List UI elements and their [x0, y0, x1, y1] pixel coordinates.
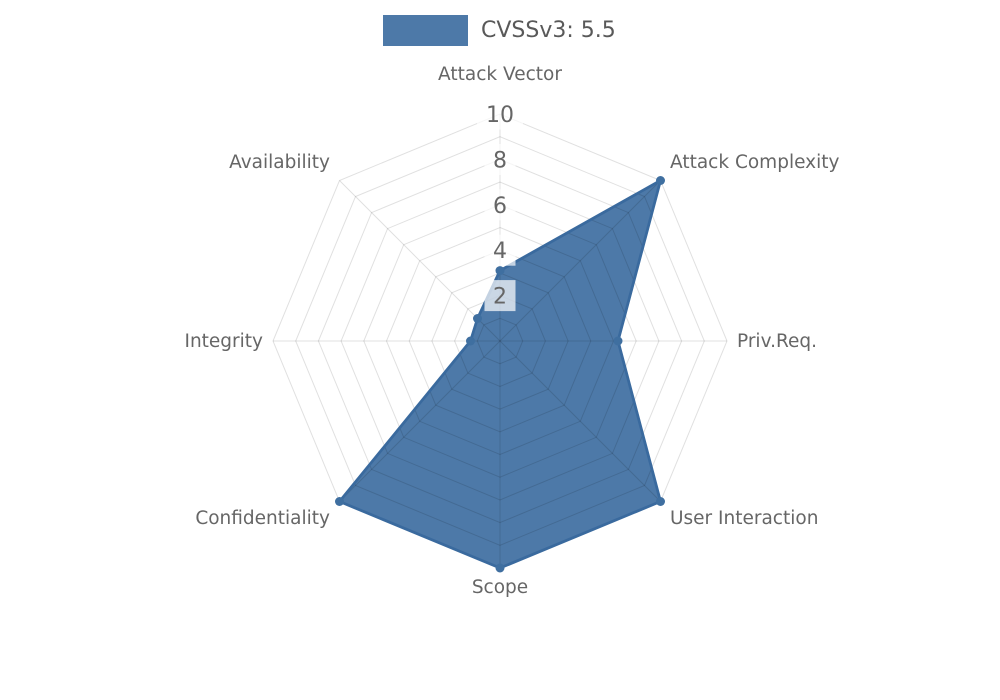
- grid-ring: [476, 317, 524, 365]
- vertex-marker-scope: [495, 563, 505, 573]
- grid-ring: [431, 272, 569, 410]
- radial-tick-box: [484, 234, 516, 266]
- radial-tick-label: 6: [493, 194, 507, 219]
- vertex-marker-integrity: [466, 336, 475, 346]
- radial-tick-label: 10: [486, 103, 514, 128]
- axis-label-attack-complexity: Attack Complexity: [670, 152, 839, 173]
- radial-tick-label: 2: [493, 285, 507, 310]
- grid-ring: [454, 295, 546, 387]
- legend-swatch: [383, 15, 468, 46]
- grid-ring: [408, 249, 592, 433]
- axis-label-attack-vector: Attack Vector: [438, 64, 562, 85]
- grid-ring: [295, 136, 705, 546]
- vertex-marker-confidentiality: [335, 497, 344, 506]
- vertex-marker-attack-complexity: [656, 176, 665, 185]
- radial-tick-box: [484, 189, 516, 221]
- radial-tick-label: 4: [493, 239, 507, 264]
- axis-label-confidentiality: Confidentiality: [195, 508, 330, 529]
- vertex-marker-user-interaction: [656, 497, 665, 506]
- cvss-score-polygon-fill: [339, 180, 661, 568]
- axis-spoke: [499, 340, 661, 502]
- axis-label-availability: Availability: [229, 152, 330, 173]
- axis-label-scope: Scope: [472, 577, 528, 598]
- grid-ring: [363, 204, 637, 478]
- axis-spoke: [339, 340, 501, 502]
- grid-ring: [317, 158, 683, 524]
- radial-tick-box: [477, 98, 523, 130]
- grid-ring: [340, 181, 660, 501]
- radial-tick-label: 8: [493, 148, 507, 173]
- vertex-marker-attack-vector: [495, 266, 505, 276]
- legend-label: CVSSv3: 5.5: [481, 18, 616, 43]
- vertex-marker-availability: [473, 314, 482, 323]
- axis-spoke: [339, 180, 501, 342]
- radial-tick-box: [484, 280, 516, 312]
- axis-spoke: [499, 180, 661, 342]
- axis-label-priv-req: Priv.Req.: [737, 331, 817, 352]
- grid-ring: [385, 226, 615, 456]
- axis-label-integrity: Integrity: [184, 331, 263, 352]
- axis-label-user-interaction: User Interaction: [670, 508, 818, 529]
- radial-tick-box: [484, 143, 516, 175]
- legend: CVSSv3: 5.5: [383, 15, 616, 46]
- vertex-marker-priv-req: [613, 336, 623, 346]
